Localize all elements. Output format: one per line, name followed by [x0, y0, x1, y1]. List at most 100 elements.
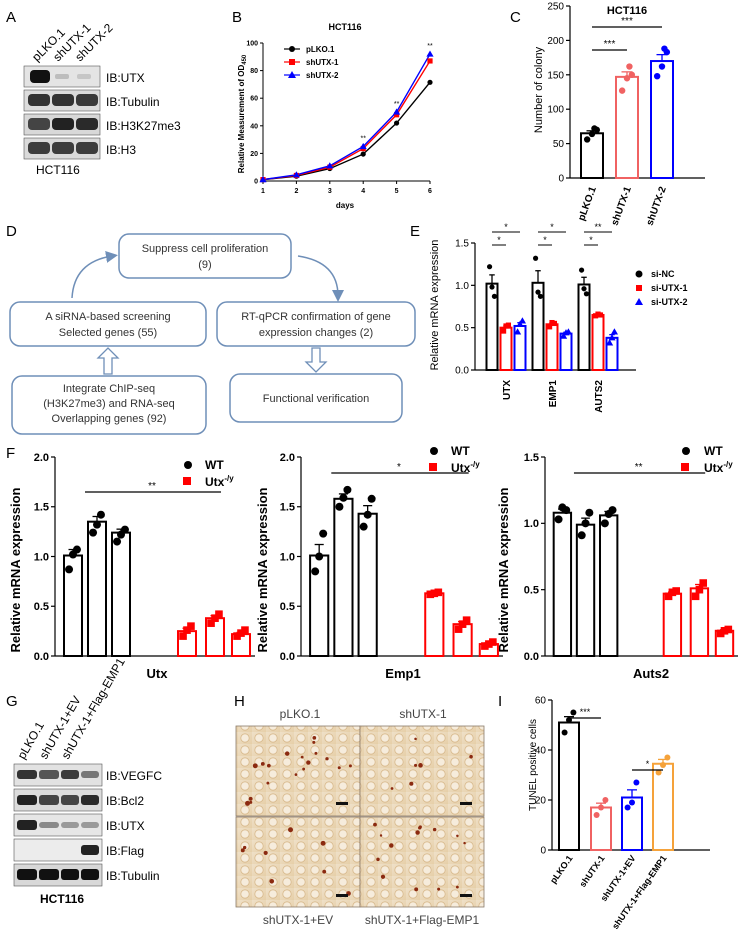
- legend-entry-main: Utx: [451, 461, 471, 475]
- data-point: [570, 709, 577, 716]
- panel-e-mrna-chart: Relative mRNA expression 0.0 0.5 1.0 1.5 UTX…: [429, 222, 688, 413]
- chart-markers: [259, 50, 434, 183]
- flow-box-text: expression changes (2): [259, 327, 373, 339]
- stained-cell: [269, 878, 275, 884]
- x-tick-label: UTX: [502, 380, 513, 400]
- y-axis-label: Relative Measurement of OD450: [237, 54, 248, 173]
- data-point: [343, 485, 352, 494]
- stained-cell: [463, 841, 466, 845]
- data-point: [618, 87, 626, 94]
- image-label: pLKO.1: [280, 707, 321, 721]
- data-point: [183, 626, 191, 634]
- curved-arrow-icon: [71, 251, 118, 299]
- data-point: [691, 592, 700, 601]
- data-point: [394, 120, 400, 126]
- stained-cell: [288, 827, 294, 833]
- data-point: [486, 264, 493, 270]
- data-point: [655, 769, 662, 776]
- scale-bar: [460, 802, 472, 805]
- blot-strip: [13, 763, 103, 787]
- stained-cell: [325, 757, 329, 761]
- y-tick-label: 0: [254, 179, 258, 186]
- y-tick-label: 50: [553, 139, 565, 150]
- data-point: [546, 324, 553, 330]
- y-tick-label: 1.0: [280, 551, 295, 563]
- significance-label: *: [589, 235, 593, 245]
- legend-entry: Utx-/y: [205, 474, 234, 489]
- panel-g-western-blot: pLKO.1 shUTX-1+EV shUTX-1+Flag-EMP1: [13, 655, 162, 906]
- bar: [559, 332, 573, 371]
- y-axis-label: Relative mRNA expression: [255, 487, 270, 652]
- blot-label: IB:Flag: [106, 844, 144, 858]
- stained-cell: [320, 840, 326, 846]
- data-point: [610, 328, 619, 335]
- y-tick-label: 1.5: [34, 502, 49, 514]
- data-point: [93, 520, 101, 529]
- data-point: [720, 626, 729, 635]
- y-tick-label: 200: [547, 36, 564, 47]
- legend-entry: shUTX-1: [306, 58, 339, 67]
- y-tick-label: 0: [558, 174, 564, 185]
- data-point: [581, 519, 590, 528]
- data-point: [481, 642, 489, 650]
- flow-box-text: Functional verification: [263, 393, 369, 405]
- significance-label: *: [504, 222, 508, 232]
- x-tick-label: pLKO.1: [548, 853, 575, 885]
- x-tick-label: 6: [428, 188, 432, 195]
- chart-axes: [262, 43, 430, 182]
- data-point: [591, 125, 598, 132]
- scale-bar: [460, 894, 472, 897]
- data-point: [532, 255, 539, 261]
- blot-label: IB:H3K27me3: [106, 119, 181, 133]
- stained-cell: [414, 887, 419, 892]
- data-point: [363, 510, 372, 519]
- data-point: [551, 320, 558, 327]
- cell-line-label: HCT116: [36, 163, 80, 177]
- x-axis-label: Utx: [147, 666, 169, 681]
- data-point: [629, 799, 635, 806]
- data-point: [233, 632, 241, 640]
- data-point: [598, 804, 604, 811]
- panel-letter-g: G: [6, 693, 18, 710]
- stained-cell: [249, 800, 253, 804]
- tunel-image-pLKO: [235, 725, 361, 817]
- data-point: [602, 797, 609, 803]
- data-point: [292, 171, 300, 178]
- curved-arrow-icon: [297, 255, 344, 302]
- data-point: [559, 332, 568, 339]
- data-point: [561, 729, 568, 736]
- data-point: [672, 587, 681, 595]
- bar: [652, 762, 674, 851]
- blot-label: IB:H3: [106, 143, 136, 157]
- data-point: [89, 528, 98, 537]
- stained-cell: [284, 751, 290, 756]
- x-tick-label: 2: [294, 188, 298, 195]
- data-point: [237, 629, 245, 637]
- stained-cell: [409, 781, 414, 786]
- y-tick-label: 1.0: [524, 518, 539, 530]
- panel-letter-d: D: [6, 223, 17, 240]
- stained-cell: [415, 830, 420, 835]
- data-point: [393, 108, 401, 115]
- bar: [591, 313, 605, 372]
- x-tick-label: 5: [395, 188, 399, 195]
- data-point: [535, 289, 541, 295]
- data-point: [430, 589, 439, 598]
- data-point: [339, 493, 348, 502]
- data-point: [626, 63, 633, 70]
- flow-box-text: A siRNA-based screening: [45, 311, 170, 323]
- data-point: [608, 334, 616, 341]
- y-tick-label: 0.5: [524, 585, 539, 597]
- legend-entry: si-NC: [651, 269, 675, 279]
- stained-cell: [322, 869, 327, 874]
- data-point: [96, 510, 105, 519]
- data-point: [120, 525, 129, 534]
- data-point: [577, 531, 586, 540]
- y-tick-label: 60: [535, 696, 547, 707]
- legend-entry: Utx-/y: [704, 460, 733, 475]
- data-point: [259, 176, 267, 183]
- data-point: [187, 622, 195, 630]
- legend-entry: Utx-/y: [451, 460, 480, 475]
- stained-cell: [266, 781, 270, 785]
